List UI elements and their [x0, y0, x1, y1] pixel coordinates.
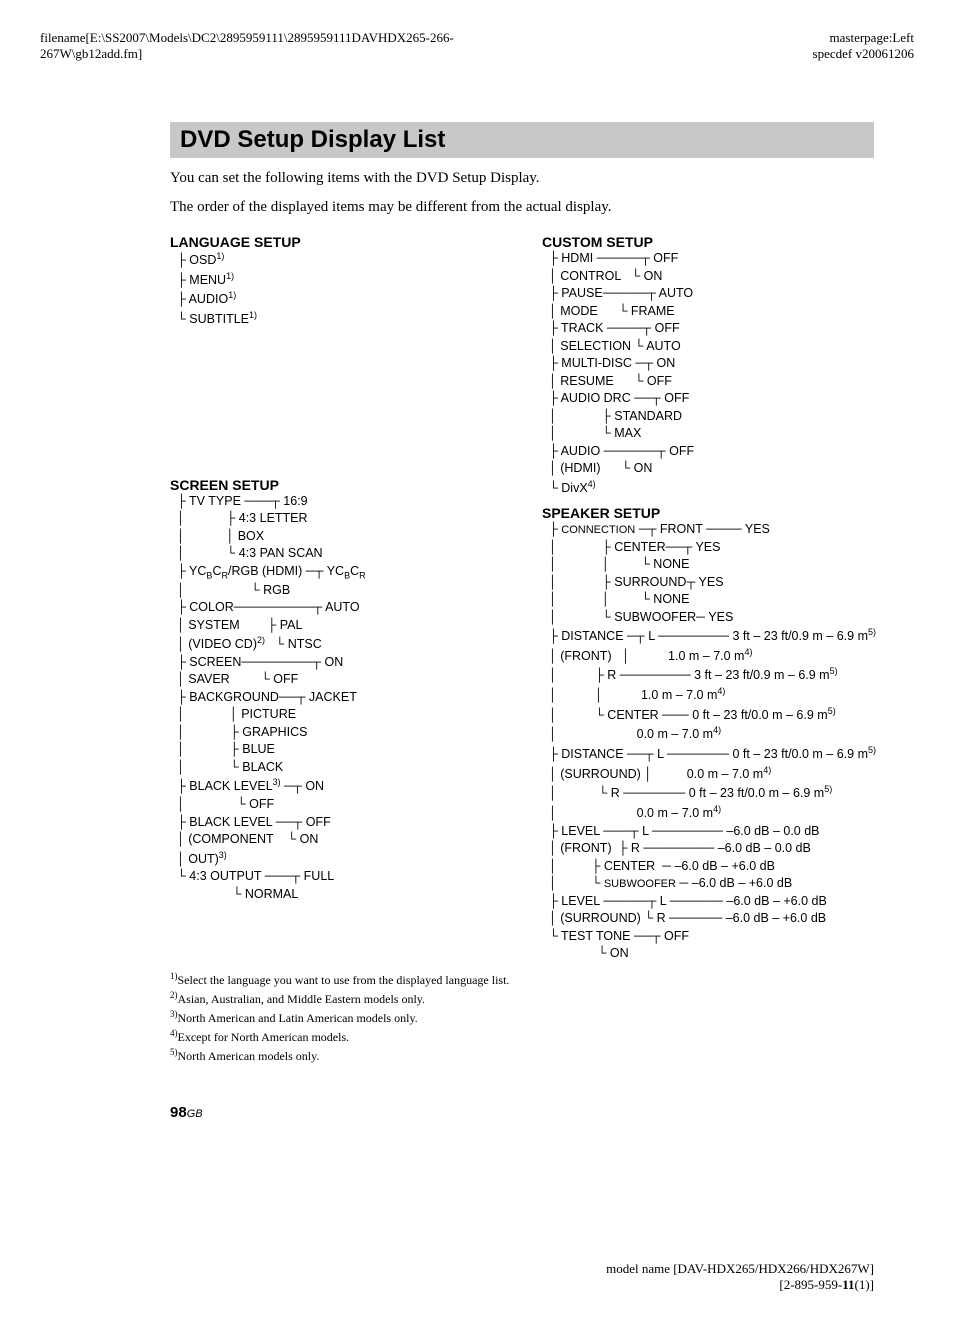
- custom-setup-head: CUSTOM SETUP: [542, 234, 914, 250]
- model-name-text: model name [DAV-HDX265/HDX266/HDX267W]: [40, 1261, 874, 1277]
- screen-setup-head: SCREEN SETUP: [170, 477, 542, 493]
- header-right: masterpage:Left specdef v20061206: [813, 30, 914, 62]
- right-column: CUSTOM SETUP ├ HDMI ─────┬ OFF │ CONTROL…: [542, 226, 914, 963]
- footnote-4-text: Except for North American models.: [178, 1030, 350, 1044]
- page-number: 98GB: [170, 1104, 914, 1121]
- page-num-bold: 98: [170, 1104, 187, 1121]
- footnote-2-text: Asian, Australian, and Middle Eastern mo…: [178, 992, 426, 1006]
- footnote-2: 2)Asian, Australian, and Middle Eastern …: [170, 990, 914, 1007]
- intro-paragraph-2: The order of the displayed items may be …: [170, 199, 914, 216]
- page-title: DVD Setup Display List: [170, 122, 874, 158]
- speaker-tree: ├ CONNECTION ─┬ FRONT ──── YES │ ├ CENTE…: [542, 521, 914, 963]
- language-setup-head: LANGUAGE SETUP: [170, 234, 542, 250]
- specdef-text: specdef v20061206: [813, 46, 914, 62]
- footnote-3: 3)North American and Latin American mode…: [170, 1009, 914, 1026]
- left-column: LANGUAGE SETUP ├ OSD1) ├ MENU1) ├ AUDIO1…: [170, 226, 542, 963]
- footer-bottom: model name [DAV-HDX265/HDX266/HDX267W] […: [40, 1261, 874, 1293]
- part-number-text: [2-895-959-11(1)]: [40, 1277, 874, 1293]
- footnote-5-text: North American models only.: [178, 1049, 320, 1063]
- page-suffix: GB: [187, 1108, 203, 1120]
- masterpage-text: masterpage:Left: [813, 30, 914, 46]
- filename-text: filename[E:\SS2007\Models\DC2\2895959111…: [40, 30, 490, 62]
- page-header: filename[E:\SS2007\Models\DC2\2895959111…: [40, 30, 914, 62]
- footnotes: 1)Select the language you want to use fr…: [170, 971, 914, 1064]
- footnote-4: 4)Except for North American models.: [170, 1028, 914, 1045]
- intro-paragraph-1: You can set the following items with the…: [170, 170, 914, 187]
- setup-columns: LANGUAGE SETUP ├ OSD1) ├ MENU1) ├ AUDIO1…: [170, 226, 914, 963]
- footnote-5: 5)North American models only.: [170, 1047, 914, 1064]
- speaker-setup-head: SPEAKER SETUP: [542, 505, 914, 521]
- custom-tree: ├ HDMI ─────┬ OFF │ CONTROL └ ON ├ PAUSE…: [542, 250, 914, 497]
- footnote-3-text: North American and Latin American models…: [178, 1011, 418, 1025]
- language-tree: ├ OSD1) ├ MENU1) ├ AUDIO1) └ SUBTITLE1): [170, 250, 542, 329]
- footnote-1: 1)Select the language you want to use fr…: [170, 971, 914, 988]
- screen-tree: ├ TV TYPE ───┬ 16:9 │ ├ 4:3 LETTER │ │ B…: [170, 493, 542, 904]
- footnote-1-text: Select the language you want to use from…: [178, 973, 510, 987]
